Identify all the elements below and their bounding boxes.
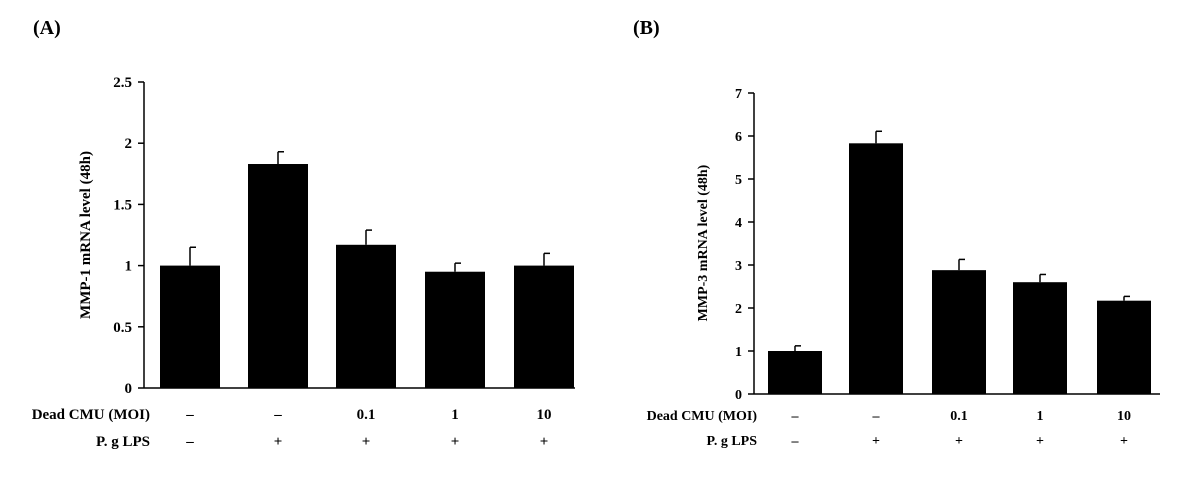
panel-b-bar <box>1013 282 1067 394</box>
panel-a-condition-cell: – <box>185 434 194 450</box>
panel-b-condition-cell: + <box>872 434 880 449</box>
panel-b-label: (B) <box>633 17 660 39</box>
panel-a-condition-cell: 10 <box>537 407 552 423</box>
panel-a-row-label-moi: Dead CMU (MOI) <box>32 407 150 423</box>
panel-a-condition-cell: + <box>451 434 460 450</box>
panel-b-bar <box>768 351 822 394</box>
panel-b-row-label-lps: P. g LPS <box>707 434 758 449</box>
panel-a-y-tick-label: 2.5 <box>113 75 132 91</box>
panel-b-row-label-moi: Dead CMU (MOI) <box>647 409 758 424</box>
panel-b-condition-cell: 0.1 <box>950 409 968 424</box>
panel-b-y-tick-label: 4 <box>735 216 742 231</box>
panel-b-y-tick-label: 7 <box>735 87 742 102</box>
panel-b-y-axis-title: MMP-3 mRNA level (48h) <box>696 164 711 321</box>
panel-a-plot: 0 0.5 1 1.5 2 2.5 – – 0.1 1 10 – + + + + <box>113 75 575 450</box>
panel-a-y-tick-label: 0 <box>125 381 133 397</box>
panel-b-condition-cell: + <box>1120 434 1128 449</box>
panel-b-condition-cell: – <box>791 434 800 449</box>
panel-b-condition-cell: 1 <box>1037 409 1044 424</box>
panel-a-y-tick-label: 1 <box>125 259 133 275</box>
panel-b-bar <box>1097 300 1151 394</box>
panel-a-bar <box>425 271 485 388</box>
panel-a-condition-cell: – <box>185 407 194 423</box>
panel-a-y-tick-label: 0.5 <box>113 320 132 336</box>
panel-a-condition-cell: + <box>274 434 283 450</box>
panel-b-condition-cell: + <box>955 434 963 449</box>
panel-a-bar <box>336 244 396 388</box>
panel-b-condition-cell: – <box>791 409 800 424</box>
panel-a-condition-cell: – <box>273 407 282 423</box>
panel-a-row-label-lps: P. g LPS <box>96 434 150 450</box>
panel-b-y-tick-label: 1 <box>735 345 742 360</box>
panel-a-condition-cell: + <box>362 434 371 450</box>
panel-b-bar <box>932 270 986 394</box>
panel-a: (A) MMP-1 mRNA level (48h) 0 0.5 1 1.5 2 2.5 –… <box>32 17 575 450</box>
panel-a-condition-cell: 1 <box>451 407 459 423</box>
panel-a-bar <box>514 265 574 388</box>
panel-a-y-tick-label: 2 <box>125 136 133 152</box>
panel-b-y-tick-label: 0 <box>735 388 742 403</box>
panel-b: (B) MMP-3 mRNA level (48h) 0 1 2 3 4 5 6 7 – – 0.1… <box>633 17 1160 449</box>
panel-b-y-tick-label: 5 <box>735 173 742 188</box>
panel-b-y-tick-label: 3 <box>735 259 742 274</box>
panel-b-condition-cell: + <box>1036 434 1044 449</box>
panel-a-y-axis-title: MMP-1 mRNA level (48h) <box>78 151 94 319</box>
panel-b-y-tick-label: 6 <box>735 130 742 145</box>
panel-a-y-tick-label: 1.5 <box>113 197 132 213</box>
panel-b-condition-cell: 10 <box>1117 409 1131 424</box>
panel-b-y-tick-label: 2 <box>735 302 742 317</box>
panel-b-condition-cell: – <box>872 409 881 424</box>
panel-a-label: (A) <box>33 17 61 39</box>
panel-b-plot: 0 1 2 3 4 5 6 7 – – 0.1 1 10 – + + + + <box>735 87 1160 449</box>
panel-a-condition-cell: 0.1 <box>357 407 376 423</box>
panel-a-condition-cell: + <box>540 434 549 450</box>
panel-a-bar <box>160 265 220 388</box>
panel-b-bar <box>849 143 903 394</box>
panel-a-bar <box>248 164 308 388</box>
